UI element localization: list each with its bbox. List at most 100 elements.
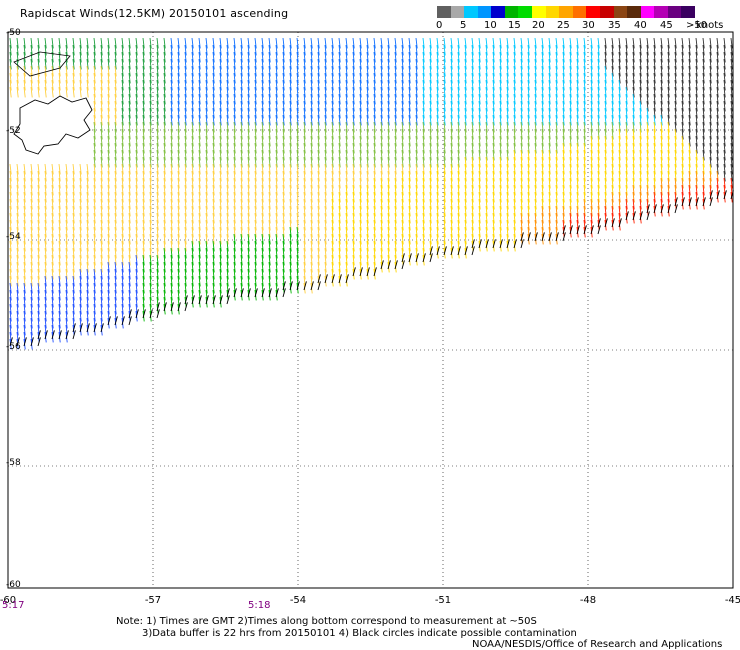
wind-vector [499, 177, 502, 189]
wind-vector [177, 219, 180, 231]
wind-vector [184, 212, 187, 224]
wind-vector [30, 247, 33, 259]
wind-vector [142, 44, 145, 56]
wind-vector [506, 121, 509, 133]
wind-vector [23, 233, 26, 245]
wind-vector [443, 37, 446, 49]
wind-vector [576, 93, 579, 105]
wind-vector [513, 51, 516, 63]
wind-vector [9, 261, 12, 273]
wind-vector [667, 58, 670, 70]
wind-vector [555, 51, 558, 63]
wind-vector [44, 261, 47, 273]
wind-vector [499, 212, 502, 224]
wind-vector [352, 163, 355, 175]
wind-vector [289, 51, 292, 63]
wind-vector [289, 44, 292, 56]
wind-vector [464, 114, 467, 126]
wind-vector [128, 86, 131, 98]
wind-vector [275, 121, 278, 133]
wind-vector [520, 142, 523, 154]
wind-vector [79, 212, 82, 224]
wind-vector [100, 44, 103, 56]
wind-vector [639, 191, 642, 203]
wind-vector [163, 240, 166, 252]
wind-vector [583, 225, 587, 235]
wind-vector [548, 58, 551, 70]
wind-vector [352, 142, 355, 154]
wind-vector [23, 44, 26, 56]
scale-label: 15 [508, 20, 521, 31]
wind-vector [590, 107, 593, 119]
wind-vector [618, 72, 621, 84]
wind-vector [163, 44, 166, 56]
wind-vector [135, 44, 138, 56]
wind-vector [275, 72, 278, 84]
wind-vector [268, 177, 271, 189]
wind-vector [408, 253, 412, 263]
wind-vector [170, 289, 173, 301]
wind-vector [100, 247, 103, 259]
wind-vector [30, 303, 33, 315]
wind-vector [597, 128, 600, 140]
wind-vector [135, 149, 138, 161]
wind-vector [121, 170, 124, 182]
wind-vector [506, 128, 509, 140]
wind-vector [65, 86, 68, 98]
wind-vector [121, 219, 124, 231]
wind-vector [107, 275, 110, 287]
wind-vector [429, 65, 432, 77]
wind-vector [681, 149, 684, 161]
wind-vector [415, 135, 418, 147]
wind-vector [688, 107, 691, 119]
wind-vector [443, 163, 446, 175]
scale-label: 20 [532, 20, 545, 31]
wind-vector [380, 121, 383, 133]
wind-vector [177, 254, 180, 266]
wind-vector [58, 219, 61, 231]
wind-vector [520, 114, 523, 126]
wind-vector [254, 184, 257, 196]
wind-vector [142, 170, 145, 182]
wind-vector [177, 275, 180, 287]
wind-vector [541, 72, 544, 84]
wind-vector [79, 254, 82, 266]
wind-vector [380, 37, 383, 49]
wind-vector [618, 184, 621, 196]
wind-vector [128, 79, 131, 91]
wind-vector [240, 254, 243, 266]
wind-vector [37, 275, 40, 287]
wind-vector [289, 226, 292, 238]
wind-vector [289, 191, 292, 203]
wind-vector [212, 114, 215, 126]
wind-vector [436, 79, 439, 91]
wind-vector [184, 205, 187, 217]
wind-vector [282, 254, 285, 266]
wind-vector [121, 261, 124, 273]
wind-vector [632, 211, 636, 221]
wind-vector [177, 107, 180, 119]
wind-vector [702, 142, 705, 154]
wind-vector [72, 254, 75, 266]
wind-vector [513, 107, 516, 119]
wind-vector [380, 226, 383, 238]
wind-vector [275, 226, 278, 238]
wind-vector [177, 135, 180, 147]
wind-vector [597, 142, 600, 154]
wind-vector [268, 212, 271, 224]
wind-vector [590, 37, 593, 49]
wind-vector [58, 184, 61, 196]
wind-vector [198, 79, 201, 91]
wind-vector [72, 233, 75, 245]
wind-vector [107, 226, 110, 238]
wind-vector [184, 219, 187, 231]
wind-vector [513, 121, 516, 133]
wind-vector [198, 212, 201, 224]
wind-vector [149, 296, 152, 308]
wind-vector [471, 198, 474, 210]
wind-vector [135, 254, 138, 266]
wind-vector [23, 37, 26, 49]
wind-vector [485, 177, 488, 189]
wind-vector [450, 121, 453, 133]
wind-vector [149, 44, 152, 56]
